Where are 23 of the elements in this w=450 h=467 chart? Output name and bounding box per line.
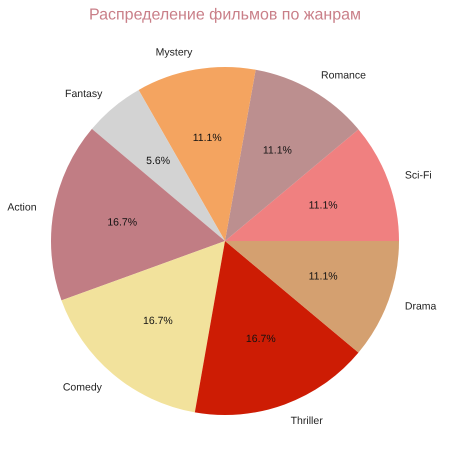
data-label: 11.1% xyxy=(308,270,338,283)
slice-label: Drama xyxy=(404,300,437,312)
chart-title: Распределение фильмов по жанрам xyxy=(88,6,362,24)
pie-slice xyxy=(225,241,399,353)
data-label: 16.7% xyxy=(107,216,138,229)
data-label: 11.1% xyxy=(192,132,222,144)
pie-slice xyxy=(194,241,358,415)
slice-label: Mystery xyxy=(156,46,194,58)
data-label: 5.6% xyxy=(146,154,170,167)
slice-label: Action xyxy=(7,202,37,214)
data-label: 11.1% xyxy=(262,144,292,157)
pie-slice xyxy=(61,241,225,412)
pie-slice xyxy=(225,129,399,241)
data-label: 11.1% xyxy=(308,199,338,212)
data-label: 16.7% xyxy=(142,314,173,327)
slice-label: Romance xyxy=(321,69,366,82)
pie-slice xyxy=(51,128,225,300)
slice-label: Thriller xyxy=(290,414,324,427)
slice-label: Fantasy xyxy=(65,88,104,100)
data-label: 16.7% xyxy=(246,333,276,346)
pie-slice xyxy=(138,67,256,241)
slice-label: Sci-Fi xyxy=(404,170,432,182)
slice-label: Comedy xyxy=(62,382,103,394)
